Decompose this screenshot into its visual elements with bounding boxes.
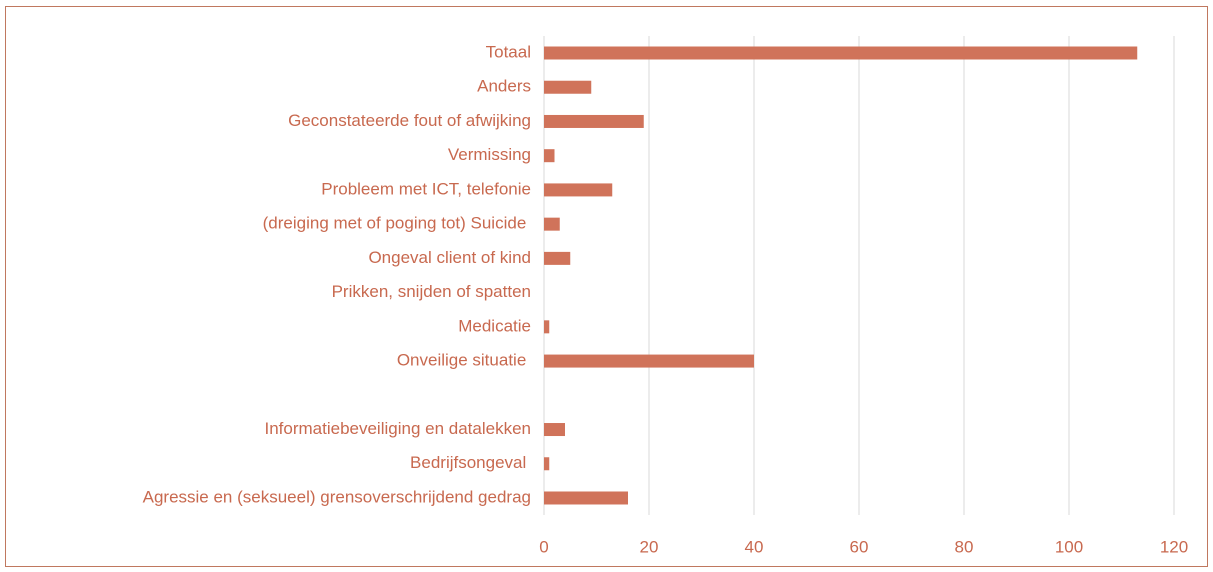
x-tick-label: 80 [955,537,974,556]
y-tick-label: Probleem met ICT, telefonie [321,179,531,198]
bar [544,183,613,197]
y-tick-label: Totaal [486,42,531,61]
bar [544,80,592,94]
y-tick-label: Bedrijfsongeval [410,453,531,472]
bar [544,320,550,334]
bar [544,217,560,231]
bar [544,149,555,163]
y-tick-label: Onveilige situatie [397,351,531,370]
y-tick-label: Vermissing [448,145,531,164]
y-tick-label: (dreiging met of poging tot) Suicide [263,214,531,233]
bar [544,46,1138,60]
x-tick-label: 0 [539,537,548,556]
x-tick-label: 20 [640,537,659,556]
bar [544,457,550,471]
bar [544,491,628,505]
y-tick-label: Ongeval client of kind [368,248,531,267]
y-tick-label: Prikken, snijden of spatten [332,282,531,301]
x-tick-label: 120 [1160,537,1188,556]
y-tick-label: Informatiebeveiliging en datalekken [264,419,531,438]
y-tick-label: Agressie en (seksueel) grensoverschrijde… [143,487,531,506]
y-tick-label: Anders [477,77,531,96]
bar [544,251,571,265]
bar [544,423,565,437]
y-tick-label: Geconstateerde fout of afwijking [288,111,531,130]
y-tick-label: Medicatie [458,316,531,335]
x-tick-label: 100 [1055,537,1083,556]
x-tick-label: 40 [745,537,764,556]
chart-border [5,6,1208,567]
bar [544,114,644,128]
bar [544,354,754,368]
x-tick-label: 60 [850,537,869,556]
